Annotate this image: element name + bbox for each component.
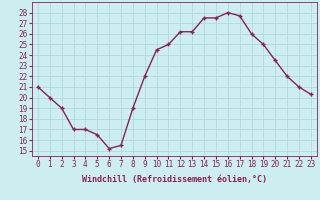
X-axis label: Windchill (Refroidissement éolien,°C): Windchill (Refroidissement éolien,°C) <box>82 175 267 184</box>
